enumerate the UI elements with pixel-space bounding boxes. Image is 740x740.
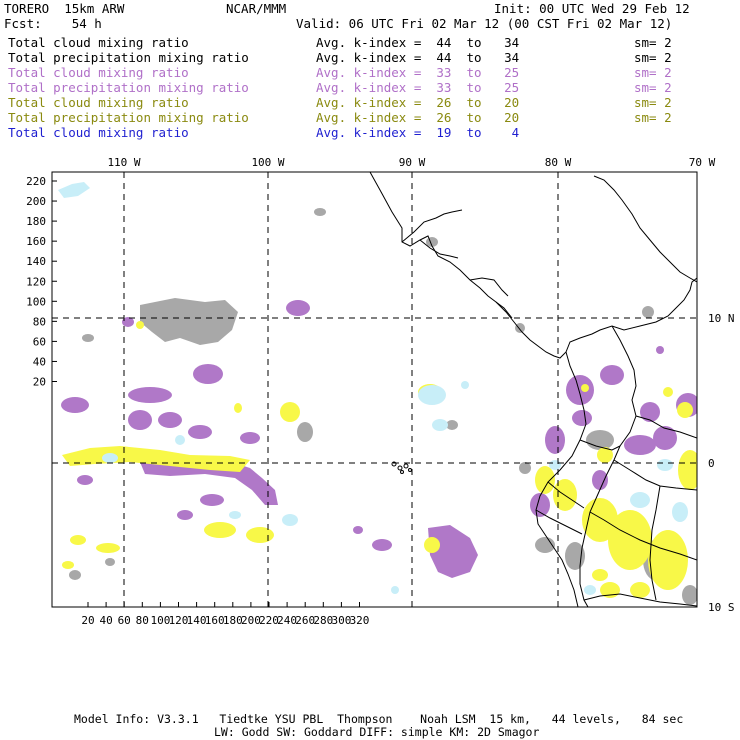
lon-label-70w: 70 W [689, 156, 716, 169]
x-tick-label: 320 [350, 614, 370, 627]
x-tick-label: 240 [277, 614, 297, 627]
field-kindex: Avg. k-index = 33 to 25 [316, 65, 520, 80]
lon-label-100w: 100 W [251, 156, 284, 169]
galapagos-islands [391, 461, 412, 474]
x-tick-label: 300 [331, 614, 351, 627]
valid-time: Valid: 06 UTC Fri 02 Mar 12 (00 CST Fri … [296, 16, 673, 31]
y-tick-label: 120 [26, 275, 46, 288]
x-tick-label: 200 [241, 614, 261, 627]
lon-label-80w: 80 W [545, 156, 572, 169]
field-kindex: Avg. k-index = 44 to 34 [316, 35, 520, 50]
forecast-hour: Fcst: 54 h [4, 16, 102, 31]
y-tick-label: 200 [26, 195, 46, 208]
field-smoothing: sm= 2 [634, 50, 672, 65]
x-tick-label: 220 [259, 614, 279, 627]
x-tick-label: 140 [187, 614, 207, 627]
field-kindex: Avg. k-index = 26 to 20 [316, 95, 520, 110]
model-info-line1: Model Info: V3.3.1 Tiedtke YSU PBL Thomp… [74, 712, 684, 726]
field-kindex: Avg. k-index = 19 to 4 [316, 125, 520, 140]
lightblue-cloud-field [58, 182, 688, 595]
x-tick-label: 120 [169, 614, 189, 627]
field-smoothing: sm= 2 [634, 110, 672, 125]
x-tick-label: 80 [136, 614, 149, 627]
y-tick-label: 180 [26, 215, 46, 228]
model-info-line2: LW: Godd SW: Goddard DIFF: simple KM: 2D… [214, 725, 540, 739]
y-tick-label: 220 [26, 175, 46, 188]
y-tick-label: 140 [26, 255, 46, 268]
init-time: Init: 00 UTC Wed 29 Feb 12 [494, 1, 690, 16]
map-frame [51, 171, 698, 608]
y-tick-label: 20 [33, 376, 46, 389]
field-name: Total precipitation mixing ratio [8, 110, 249, 125]
lat-lon-grid [52, 172, 697, 607]
field-kindex: Avg. k-index = 26 to 20 [316, 110, 520, 125]
y-tick-label: 40 [33, 355, 46, 368]
coastlines [369, 172, 697, 607]
x-tick-label: 180 [223, 614, 243, 627]
lat-label-0: 0 [708, 457, 715, 470]
y-tick-label: 100 [26, 295, 46, 308]
field-kindex: Avg. k-index = 44 to 34 [316, 50, 520, 65]
field-smoothing: sm= 2 [634, 95, 672, 110]
y-tick-label: 80 [33, 315, 46, 328]
x-tick-label: 40 [99, 614, 112, 627]
x-tick-label: 60 [118, 614, 131, 627]
x-tick-label: 160 [205, 614, 225, 627]
field-name: Total precipitation mixing ratio [8, 80, 249, 95]
field-name: Total cloud mixing ratio [8, 65, 189, 80]
lon-label-110w: 110 W [107, 156, 140, 169]
field-name: Total cloud mixing ratio [8, 125, 189, 140]
model-name: TORERO 15km ARW [4, 1, 125, 16]
lat-label-10s: 10 S [708, 601, 735, 614]
yellow-precip-field [62, 321, 697, 598]
field-smoothing: sm= 2 [634, 35, 672, 50]
field-kindex: Avg. k-index = 33 to 25 [316, 80, 520, 95]
x-tick-label: 20 [81, 614, 94, 627]
field-smoothing: sm= 2 [634, 65, 672, 80]
x-tick-label: 260 [295, 614, 315, 627]
lat-label-10n: 10 N [708, 312, 735, 325]
x-tick-label: 100 [150, 614, 170, 627]
gray-cloud-field [69, 208, 697, 605]
lon-label-90w: 90 W [399, 156, 426, 169]
y-tick-label: 60 [33, 335, 46, 348]
y-tick-label: 160 [26, 235, 46, 248]
field-name: Total cloud mixing ratio [8, 35, 189, 50]
map-content [58, 172, 697, 607]
field-name: Total cloud mixing ratio [8, 95, 189, 110]
field-name: Total precipitation mixing ratio [8, 50, 249, 65]
organization: NCAR/MMM [226, 1, 287, 16]
field-smoothing: sm= 2 [634, 80, 672, 95]
x-tick-label: 280 [313, 614, 333, 627]
